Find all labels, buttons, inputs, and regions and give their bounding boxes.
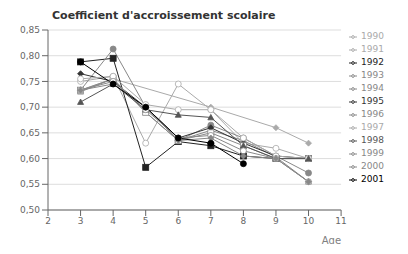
html-text:2000: 2000 xyxy=(361,161,384,171)
html-text:Coefficient d'accroissement sc: Coefficient d'accroissement scolaire xyxy=(52,9,276,22)
svg-text:6: 6 xyxy=(175,216,181,226)
html-text:1997: 1997 xyxy=(361,122,384,132)
svg-text:3: 3 xyxy=(78,216,84,226)
html-text:1993: 1993 xyxy=(361,70,384,80)
svg-text:0,70: 0,70 xyxy=(20,102,40,112)
svg-text:4: 4 xyxy=(110,216,116,226)
svg-text:0,55: 0,55 xyxy=(20,179,40,189)
svg-text:9: 9 xyxy=(273,216,279,226)
svg-text:11: 11 xyxy=(335,216,346,226)
svg-text:0,80: 0,80 xyxy=(20,51,40,61)
svg-text:7: 7 xyxy=(208,216,214,226)
html-text:1992: 1992 xyxy=(361,57,384,67)
svg-text:0,65: 0,65 xyxy=(20,128,40,138)
svg-text:Age: Age xyxy=(322,235,341,244)
svg-text:0,50: 0,50 xyxy=(20,205,40,215)
svg-text:0,85: 0,85 xyxy=(20,25,40,35)
html-text:1990: 1990 xyxy=(361,31,384,41)
html-text:1999: 1999 xyxy=(361,148,384,158)
html-text:1998: 1998 xyxy=(361,135,384,145)
svg-text:10: 10 xyxy=(303,216,315,226)
html-text:2001: 2001 xyxy=(361,174,384,184)
html-text:1991: 1991 xyxy=(361,44,384,54)
svg-text:5: 5 xyxy=(143,216,149,226)
html-text:1995: 1995 xyxy=(361,96,384,106)
svg-text:2: 2 xyxy=(45,216,51,226)
svg-text:0,60: 0,60 xyxy=(20,154,40,164)
svg-text:8: 8 xyxy=(241,216,247,226)
html-text:1994: 1994 xyxy=(361,83,384,93)
svg-text:0,75: 0,75 xyxy=(20,77,40,87)
html-text:1996: 1996 xyxy=(361,109,384,119)
